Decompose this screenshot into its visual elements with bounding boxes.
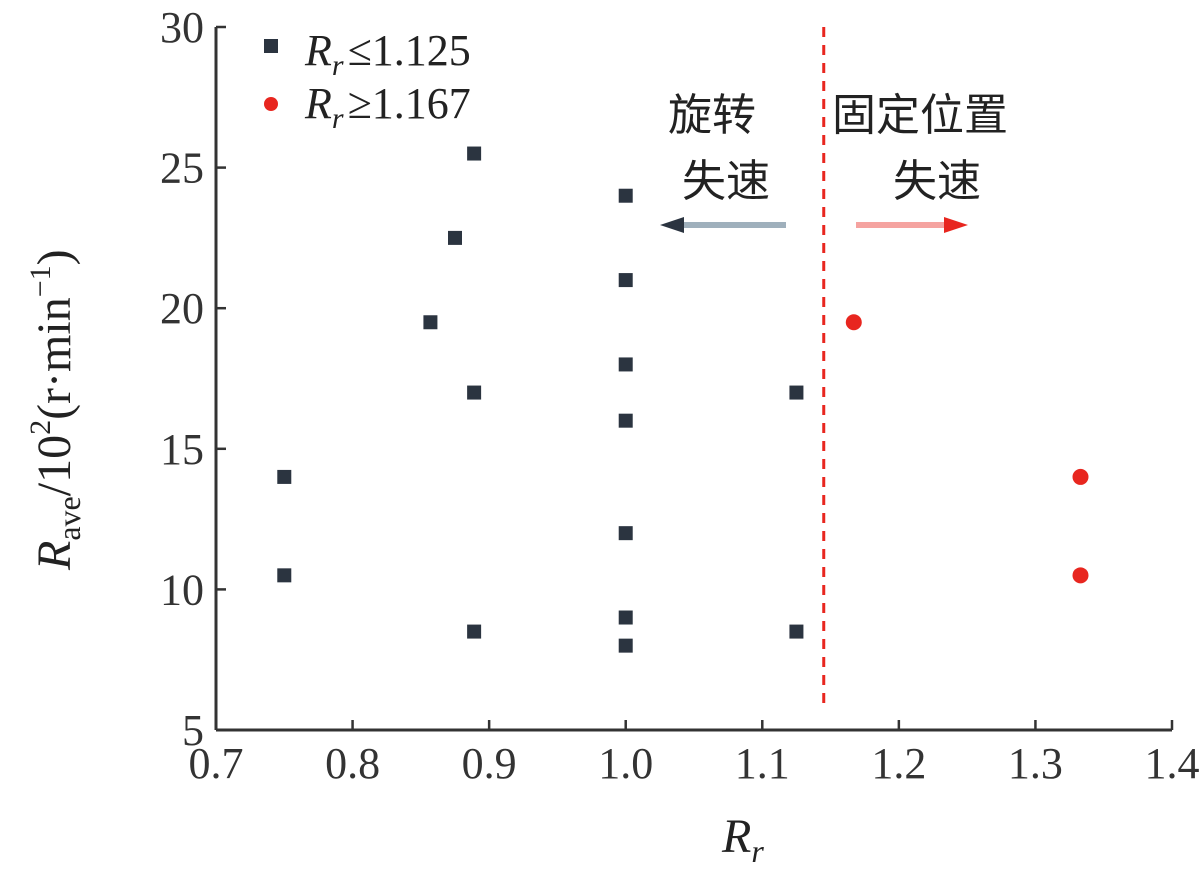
y-tick-label: 5 — [182, 706, 204, 755]
x-tick-label: 0.9 — [462, 739, 517, 788]
annotation-fixed-position-stall: 固定位置 失速 — [832, 90, 1008, 233]
data-point-series-2 — [1072, 567, 1089, 584]
data-point-series-1 — [448, 230, 462, 245]
legend-marker-series-1 — [264, 39, 278, 53]
right-arrow-head — [944, 217, 968, 233]
y-tick-label: 30 — [160, 3, 204, 52]
x-tick-label: 1.3 — [1008, 739, 1063, 788]
data-point-series-1 — [618, 526, 633, 541]
data-point-series-1 — [277, 469, 292, 484]
y-tick-label: 20 — [160, 284, 204, 333]
data-point-series-1 — [618, 638, 633, 653]
data-point-series-1 — [467, 624, 482, 639]
annotation-rotating-stall: 旋转 失速 — [660, 90, 786, 233]
ticks: 0.7 0.8 0.9 1.0 1.1 1.2 1.3 1.4 5 10 15 20 25 30 — [160, 3, 1200, 788]
data-point-series-1 — [467, 146, 482, 161]
x-tick-label: 1.0 — [598, 739, 653, 788]
data-point-series-1 — [618, 273, 633, 288]
legend: Rr≤1.125 Rr≥1.167 — [264, 26, 471, 135]
left-arrow-head — [660, 217, 684, 233]
legend-label-series-2: Rr≥1.167 — [304, 79, 471, 135]
y-axis-label: Rave/102(r·min−1) — [24, 249, 87, 571]
data-point-series-1 — [618, 357, 633, 372]
data-point-series-2 — [845, 314, 862, 331]
x-tick-label: 1.2 — [871, 739, 926, 788]
data-point-series-1 — [789, 624, 804, 639]
y-tick-label: 15 — [160, 425, 204, 474]
y-tick-label: 10 — [160, 565, 204, 614]
data-point-series-1 — [618, 188, 633, 203]
x-tick-label: 1.1 — [735, 739, 790, 788]
data-points — [277, 146, 1089, 653]
annotation-right-line2: 失速 — [893, 156, 981, 207]
x-tick-label: 0.8 — [325, 739, 380, 788]
data-point-series-1 — [618, 413, 633, 428]
x-tick-label: 1.4 — [1145, 739, 1200, 788]
data-point-series-1 — [467, 385, 482, 400]
annotation-left-line1: 旋转 — [668, 90, 756, 141]
data-point-series-1 — [423, 315, 438, 330]
data-point-series-1 — [618, 610, 633, 625]
y-tick-label: 25 — [160, 144, 204, 193]
x-axis-label: Rr — [721, 810, 764, 869]
legend-label-series-1: Rr≤1.125 — [304, 26, 471, 82]
data-point-series-2 — [1072, 468, 1089, 485]
axes — [214, 27, 1172, 732]
annotation-right-line1: 固定位置 — [832, 90, 1008, 141]
x-tick-label: 0.7 — [189, 739, 244, 788]
data-point-series-1 — [789, 385, 804, 400]
data-point-series-1 — [277, 568, 292, 583]
annotation-left-line2: 失速 — [682, 156, 770, 207]
legend-marker-series-2 — [264, 97, 278, 111]
